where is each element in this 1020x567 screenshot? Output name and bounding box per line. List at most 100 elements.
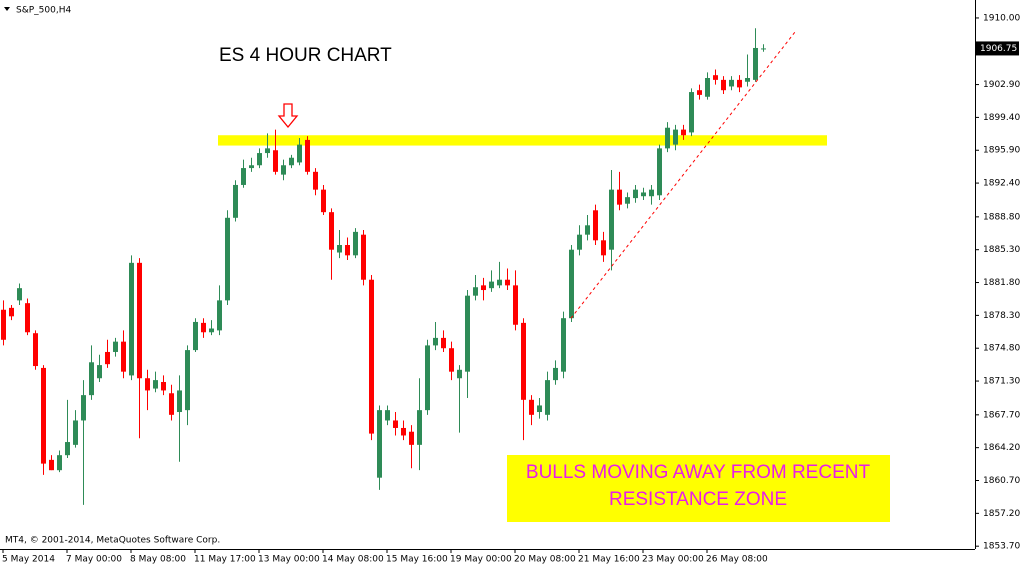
y-tick-label: 1902.90	[983, 80, 1020, 90]
current-price-label: 1906.75	[980, 44, 1017, 54]
trend-line	[570, 31, 796, 319]
candle-body	[281, 165, 286, 175]
candle-body	[9, 307, 14, 317]
candle-body	[97, 365, 102, 379]
candle-body	[113, 341, 118, 352]
candle-body	[377, 410, 382, 478]
candle-body	[161, 381, 166, 391]
x-tick-label: 5 May 2014	[2, 555, 55, 565]
candle-body	[233, 184, 238, 218]
candle-body	[353, 231, 358, 256]
candle-body	[569, 249, 574, 319]
y-tick-label: 1878.30	[983, 311, 1020, 321]
candle-body	[145, 378, 150, 391]
candle-body	[593, 210, 598, 241]
candle-body	[697, 90, 702, 95]
x-tick-label: 8 May 08:00	[130, 555, 186, 565]
candle-body	[505, 279, 510, 286]
y-tick-label: 1885.30	[983, 245, 1020, 255]
chart-title: S&P_500,H4	[16, 6, 71, 16]
candle-body	[313, 171, 318, 190]
candle-body	[497, 279, 502, 286]
candle-body	[601, 240, 606, 256]
candle-body	[289, 157, 294, 166]
candle-body	[721, 79, 726, 91]
y-tick-label: 1871.30	[983, 377, 1020, 387]
candle-body	[321, 189, 326, 213]
candle-body	[169, 393, 174, 415]
candle-body	[577, 234, 582, 250]
candle-body	[225, 217, 230, 301]
candle-body	[217, 300, 222, 331]
candle-body	[129, 262, 134, 376]
candle-body	[209, 328, 214, 333]
y-tick-label: 1895.90	[983, 146, 1020, 156]
y-tick-label: 1853.70	[983, 542, 1020, 552]
y-tick-label: 1857.20	[983, 509, 1020, 519]
resistance-zone	[218, 135, 827, 146]
candle-body	[521, 322, 526, 400]
candle-body	[649, 189, 654, 197]
candle-body	[49, 459, 54, 471]
x-tick-label: 21 May 16:00	[578, 555, 640, 565]
candle-body	[713, 75, 718, 80]
candle-body	[705, 77, 710, 97]
candle-body	[457, 369, 462, 379]
candle-body	[481, 285, 486, 291]
candle-body	[513, 285, 518, 325]
candle-body	[417, 410, 422, 445]
candle-body	[1, 309, 6, 340]
candle-body	[433, 337, 438, 346]
candle-body	[673, 129, 678, 145]
candle-body	[57, 455, 62, 471]
x-tick-label: 23 May 00:00	[642, 555, 704, 565]
candle-body	[33, 333, 38, 367]
candle-body	[681, 129, 686, 136]
candle-body	[273, 150, 278, 172]
candle-body	[345, 245, 350, 256]
down-arrow	[277, 103, 299, 129]
candle-body	[689, 92, 694, 133]
candle-body	[393, 420, 398, 428]
note-text: BULLS MOVING AWAY FROM RECENT	[526, 462, 871, 483]
candle-body	[193, 321, 198, 351]
candle-body	[641, 192, 646, 197]
current-price-box	[976, 41, 1019, 56]
candle-body	[761, 48, 766, 50]
copyright: MT4, © 2001-2014, MetaQuotes Software Co…	[5, 536, 220, 546]
y-tick-label: 1888.80	[983, 212, 1020, 222]
candle-body	[65, 442, 70, 456]
y-tick-label: 1864.20	[983, 443, 1020, 453]
candle-body	[297, 144, 302, 163]
candle-body	[473, 287, 478, 296]
candle-body	[241, 168, 246, 185]
candle-body	[665, 127, 670, 149]
annotation: ES 4 HOUR CHART	[219, 45, 392, 66]
candle-body	[369, 279, 374, 434]
candle-body	[361, 234, 366, 280]
y-tick-label: 1867.70	[983, 410, 1020, 420]
candle-body	[625, 197, 630, 204]
candle-body	[425, 345, 430, 411]
x-tick-label: 19 May 00:00	[450, 555, 512, 565]
candle-body	[633, 189, 638, 199]
candle-body	[249, 165, 254, 169]
candle-body	[177, 390, 182, 413]
candle-body	[73, 420, 78, 445]
candle-body	[561, 318, 566, 372]
candle-body	[89, 362, 94, 396]
candle-body	[305, 139, 310, 172]
candle-body	[265, 148, 270, 154]
candle-body	[609, 189, 614, 250]
candle-body	[185, 350, 190, 411]
candle-body	[729, 79, 734, 87]
candle-body	[121, 341, 126, 372]
x-tick-label: 7 May 00:00	[66, 555, 122, 565]
candle-body	[529, 399, 534, 415]
x-tick-label: 20 May 08:00	[514, 555, 576, 565]
candle-body	[153, 380, 158, 389]
candle-body	[745, 77, 750, 82]
candle-body	[545, 380, 550, 415]
candle-body	[81, 395, 86, 421]
